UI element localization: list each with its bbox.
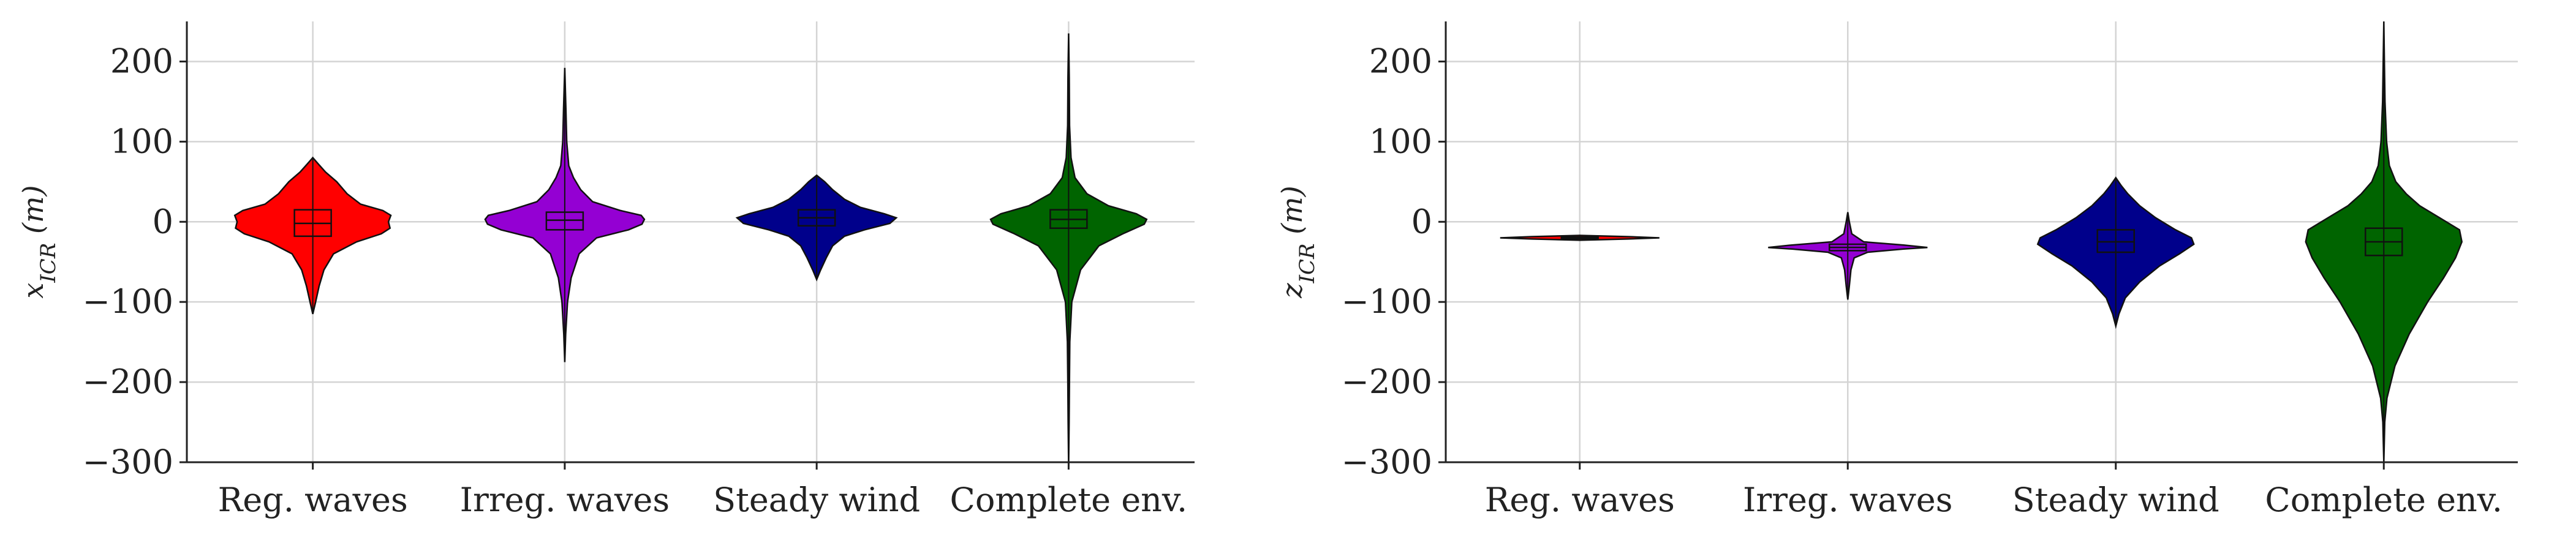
x-tick-label: Steady wind bbox=[713, 481, 920, 519]
x-tick-label: Complete env. bbox=[2265, 481, 2502, 519]
y-axis-label-subscript: ICR bbox=[36, 243, 61, 283]
y-tick-label: 200 bbox=[1369, 42, 1432, 80]
x-tick-label: Steady wind bbox=[2012, 481, 2219, 519]
y-tick-label: −100 bbox=[1342, 282, 1432, 321]
y-tick-label: −300 bbox=[1342, 443, 1432, 481]
y-axis-label-unit: (m) bbox=[17, 185, 50, 242]
y-tick-label: 100 bbox=[110, 122, 173, 160]
left-violin-panel: 200 100 0 −100 −200 −300 Reg. waves Irreg. wave… bbox=[17, 21, 1195, 519]
right-violin-panel: 200 100 0 −100 −200 −300 Reg. waves Irreg. wave… bbox=[1275, 21, 2518, 519]
x-tick-label: Irreg. waves bbox=[460, 481, 670, 519]
y-axis-label-subscript: ICR bbox=[1295, 243, 1320, 283]
x-tick-label: Irreg. waves bbox=[1743, 481, 1952, 519]
violin-iqr-box bbox=[2096, 229, 2135, 253]
violin-iqr-box bbox=[545, 211, 584, 231]
y-axis-label-unit: (m) bbox=[1275, 186, 1309, 243]
y-tick-label: −300 bbox=[83, 443, 173, 481]
x-tick-label: Reg. waves bbox=[218, 481, 408, 519]
y-tick-label: −200 bbox=[1342, 362, 1432, 401]
x-tick-label: Reg. waves bbox=[1485, 481, 1675, 519]
y-axis-label-main: x bbox=[17, 283, 50, 299]
y-axis-label: zICR (m) bbox=[1275, 186, 1320, 298]
y-tick-label: 200 bbox=[110, 42, 173, 80]
y-tick-label: 100 bbox=[1369, 122, 1432, 160]
y-axis-label-main: z bbox=[1275, 283, 1309, 299]
y-tick-label: 0 bbox=[153, 202, 173, 241]
x-tick-label: Complete env. bbox=[950, 481, 1188, 519]
y-axis-label: xICR (m) bbox=[17, 185, 61, 298]
y-tick-label: −200 bbox=[83, 362, 173, 401]
y-tick-label: 0 bbox=[1411, 202, 1432, 241]
y-tick-label: −100 bbox=[83, 282, 173, 321]
